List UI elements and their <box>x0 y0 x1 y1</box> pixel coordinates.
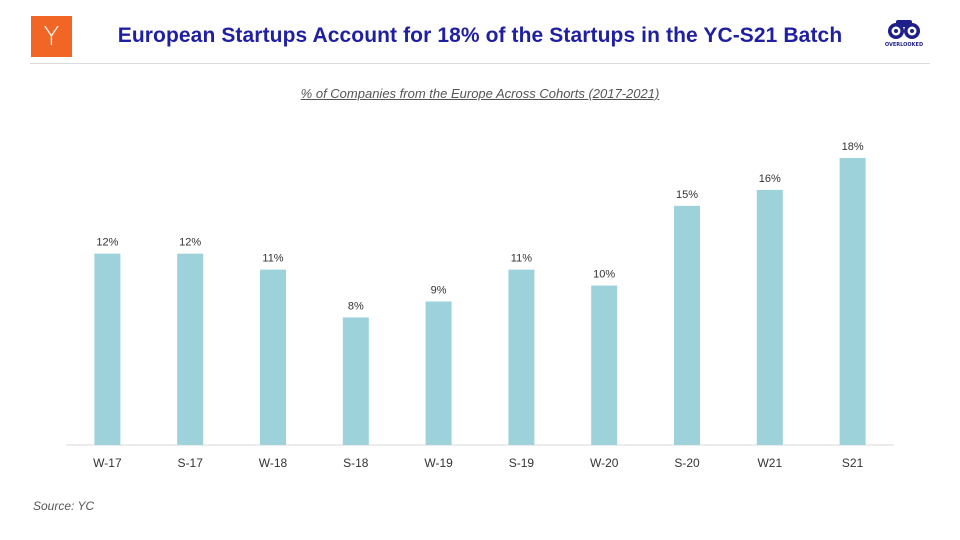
data-label-W-20: 10% <box>593 269 615 281</box>
bar-W-19 <box>425 301 452 445</box>
yc-logo: Y <box>31 16 72 57</box>
data-label-W21: 16% <box>759 173 781 185</box>
data-label-W-19: 9% <box>431 285 447 297</box>
x-tick-label-S-17: S-17 <box>178 456 204 470</box>
data-label-S-19: 11% <box>511 253 532 265</box>
x-tick-label-W-17: W-17 <box>93 456 122 470</box>
page-title: European Startups Account for 18% of the… <box>117 24 843 47</box>
x-tick-label-S21: S21 <box>842 456 864 470</box>
brand-name: OVERLOOKED <box>884 42 924 48</box>
bar-S21 <box>839 158 866 445</box>
x-tick-label-W21: W21 <box>757 456 782 470</box>
x-tick-label-S-18: S-18 <box>343 456 369 470</box>
header-divider <box>30 63 930 64</box>
bar-S-17 <box>177 253 204 445</box>
bar-S-19 <box>508 269 535 445</box>
bar-W-17 <box>94 253 121 445</box>
data-label-W-18: 11% <box>262 253 283 265</box>
data-label-S-17: 12% <box>179 237 201 249</box>
data-label-S21: 18% <box>842 141 864 153</box>
data-label-S-20: 15% <box>676 189 698 201</box>
bar-S-20 <box>674 205 700 445</box>
overlooked-logo: OVERLOOKED <box>882 18 926 52</box>
binoculars-icon <box>888 20 920 39</box>
x-tick-label-S-19: S-19 <box>509 456 535 470</box>
x-tick-label-W-20: W-20 <box>590 456 619 470</box>
x-tick-label-W-18: W-18 <box>259 456 288 470</box>
source-note: Source: YC <box>33 499 95 513</box>
x-tick-label-W-19: W-19 <box>424 456 453 470</box>
bar-W-18 <box>260 269 286 445</box>
bar-W21 <box>756 189 783 445</box>
bar-group: 12% W-17 12% S-17 11% W-18 8% S-18 9% W-19 11% S-19… <box>93 141 866 470</box>
bar-S-18 <box>342 317 369 445</box>
bar-W-20 <box>591 285 618 445</box>
x-tick-label-S-20: S-20 <box>674 456 700 470</box>
data-label-S-18: 8% <box>348 300 364 312</box>
chart-subtitle: % of Companies from the Europe Across Co… <box>300 86 660 101</box>
data-label-W-17: 12% <box>96 237 118 249</box>
